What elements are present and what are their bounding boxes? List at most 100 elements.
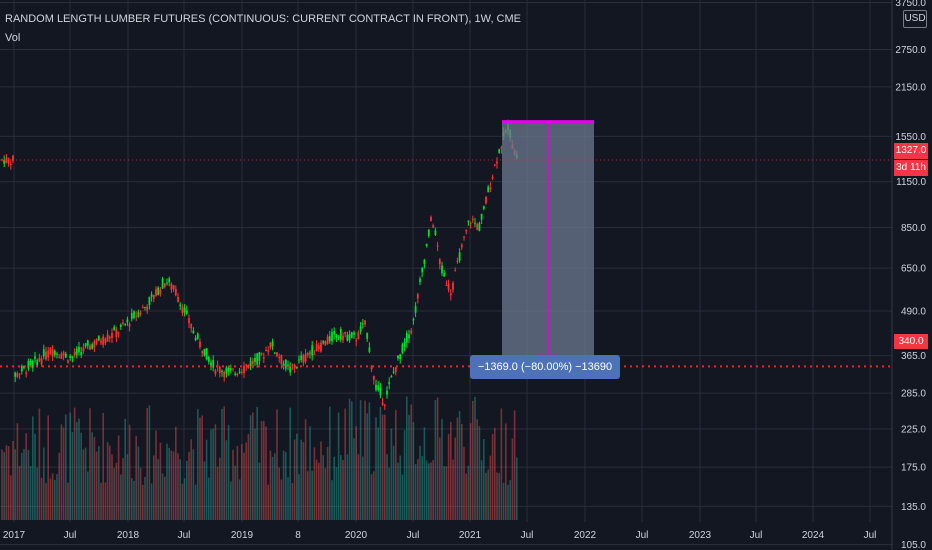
volume-bar (428, 463, 430, 520)
candle-body (45, 351, 47, 360)
candle-body (302, 355, 305, 363)
volume-bar (45, 483, 47, 520)
candle-body (333, 331, 336, 335)
candle-body (434, 230, 437, 235)
volume-bar (10, 475, 12, 520)
candle-body (306, 353, 309, 356)
candle-body (291, 364, 294, 366)
volume-bar (150, 483, 153, 520)
volume-bar (186, 460, 188, 520)
volume-bar (461, 423, 463, 520)
volume-indicator-label[interactable]: Vol (5, 32, 21, 44)
volume-bar (219, 457, 221, 520)
candle-body (159, 289, 162, 294)
candle-body (161, 278, 164, 289)
volume-bar (366, 413, 368, 520)
candle-body (188, 318, 190, 324)
candle-body (62, 352, 65, 356)
volume-bar (357, 454, 360, 520)
volume-bar (89, 408, 91, 520)
volume-bar (331, 480, 333, 520)
candle-body (482, 206, 485, 209)
candle-body (370, 365, 373, 370)
candle-body (3, 159, 6, 164)
time-axis[interactable]: 2017 Jul 2018 Jul 2019 8 2020 Jul 2021 Jul 2022 Jul… (3, 530, 877, 541)
volume-bar (403, 430, 406, 520)
volume-bar (507, 484, 509, 520)
volume-bar (456, 417, 459, 520)
volume-bar (417, 459, 419, 520)
currency-button[interactable]: USD (903, 10, 927, 28)
volume-bar (194, 484, 197, 520)
volume-bar (480, 460, 483, 520)
candle-body (124, 323, 127, 325)
volume-bar (236, 445, 239, 520)
candle-body (113, 327, 116, 331)
volume-bar (386, 454, 388, 520)
candle-body (214, 370, 217, 374)
volume-bar (133, 480, 135, 520)
volume-bar (111, 454, 113, 520)
volume-bar (516, 457, 518, 520)
candle-body (375, 384, 377, 390)
candle-body (419, 278, 421, 283)
volume-bar (364, 400, 366, 520)
candle-body (141, 307, 144, 309)
candle-body (480, 213, 483, 220)
candle-body (405, 333, 408, 343)
volume-bar (474, 396, 476, 520)
volume-bar (139, 467, 142, 520)
candle-body (265, 349, 267, 351)
price-tick-label: 225.0 (901, 424, 926, 435)
volume-bar (12, 440, 14, 520)
volume-bar (27, 449, 30, 520)
candle-body (300, 355, 303, 361)
volume-bar (392, 445, 395, 520)
candle-body (328, 336, 331, 342)
volume-bar (337, 412, 340, 520)
candle-body (273, 352, 276, 354)
time-tick-label: 2023 (689, 530, 712, 541)
candle-body (496, 161, 498, 164)
candle-body (278, 357, 281, 359)
candle-body (436, 245, 439, 247)
candle-body (119, 324, 122, 327)
volume-bar (344, 408, 346, 520)
volume-bar (390, 428, 393, 520)
candle-body (339, 328, 342, 340)
candle-body (324, 341, 327, 346)
candle-body (256, 353, 259, 365)
candle-body (463, 236, 465, 238)
volume-bar (408, 414, 410, 520)
volume-bar (412, 422, 415, 520)
measure-tool[interactable] (0, 120, 892, 370)
candle-body (331, 332, 333, 342)
volume-bar (241, 444, 243, 520)
volume-bar (485, 472, 487, 520)
candle-body (243, 366, 245, 373)
volume-bar (203, 461, 206, 520)
candle-body (289, 367, 292, 373)
candle-body (221, 370, 223, 372)
volume-bar (430, 462, 432, 520)
volume-bar (104, 482, 107, 520)
volume-bar (78, 418, 80, 520)
candle-body (111, 333, 113, 338)
candle-body (56, 353, 58, 355)
candle-body (232, 368, 234, 370)
volume-bar (335, 467, 338, 520)
candle-body (183, 307, 186, 313)
price-tick-label: 3750.0 (895, 0, 926, 9)
price-axis[interactable]: 3750.0 2750.0 2150.0 1550.0 1150.0 850.0 650.0… (895, 0, 926, 550)
volume-bar (243, 452, 245, 520)
volume-bar (498, 473, 500, 520)
time-tick-label: Jul (178, 530, 191, 541)
volume-bar (348, 398, 351, 520)
volume-bar (161, 473, 164, 520)
volume-bar (172, 451, 175, 520)
candle-body (485, 197, 487, 204)
volume-bar (93, 437, 96, 520)
candle-body (152, 295, 155, 299)
volume-bar (278, 467, 280, 520)
